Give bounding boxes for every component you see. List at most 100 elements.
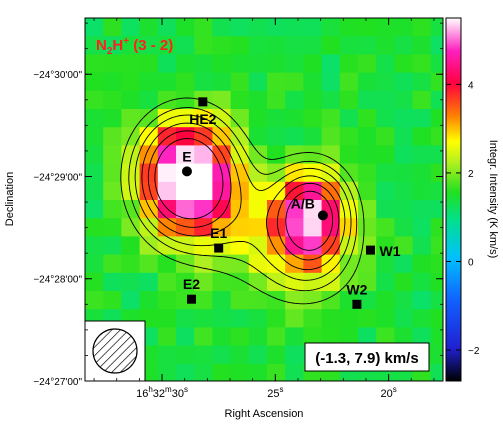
intensity-pixel	[176, 218, 195, 237]
intensity-pixel	[157, 145, 177, 164]
intensity-pixel	[267, 109, 286, 128]
intensity-pixel	[285, 309, 304, 328]
intensity-pixel	[157, 181, 177, 201]
intensity-pixel	[285, 18, 304, 37]
intensity-pixel	[285, 254, 304, 274]
intensity-pixel	[103, 163, 122, 183]
intensity-pixel	[85, 291, 104, 310]
intensity-pixel	[194, 54, 213, 73]
intensity-pixel	[412, 72, 432, 92]
intensity-pixel	[430, 345, 443, 365]
intensity-pixel	[267, 145, 286, 164]
intensity-pixel	[139, 291, 159, 310]
intensity-pixel	[285, 236, 304, 255]
intensity-pixel	[176, 345, 195, 365]
intensity-pixel	[194, 254, 213, 274]
intensity-pixel	[430, 272, 443, 292]
intensity-pixel	[394, 236, 413, 255]
intensity-pixel	[303, 291, 322, 310]
x-tick-label-part: m	[165, 385, 172, 394]
intensity-pixel	[103, 54, 122, 73]
x-axis-label: Right Ascension	[225, 408, 304, 420]
intensity-pixel	[303, 109, 322, 128]
intensity-pixel	[157, 254, 177, 274]
intensity-pixel	[358, 327, 377, 346]
contour-level	[128, 107, 358, 292]
intensity-pixel	[358, 291, 377, 310]
intensity-pixel	[376, 218, 395, 237]
intensity-pixel	[139, 218, 159, 237]
intensity-pixel	[194, 272, 213, 292]
intensity-pixel	[157, 163, 177, 183]
intensity-pixel	[176, 54, 195, 73]
intensity-pixel	[376, 254, 395, 274]
colorbar-tick-label: 0	[468, 257, 474, 268]
intensity-pixel	[121, 218, 140, 237]
intensity-pixel	[194, 309, 213, 328]
intensity-pixel	[248, 236, 268, 255]
intensity-pixel	[194, 345, 213, 365]
intensity-pixel	[321, 18, 341, 37]
source-label-e: E	[182, 148, 191, 164]
intensity-pixel	[412, 236, 432, 255]
intensity-pixel	[321, 236, 341, 255]
intensity-pixel	[394, 109, 413, 128]
intensity-pixel	[121, 36, 140, 55]
intensity-pixel	[412, 54, 432, 73]
contour-level	[154, 138, 334, 251]
intensity-pixel	[121, 254, 140, 274]
intensity-pixel	[321, 145, 341, 164]
intensity-pixel	[85, 236, 104, 255]
intensity-pixel	[212, 291, 231, 310]
intensity-pixel	[358, 200, 377, 219]
intensity-pixel	[285, 291, 304, 310]
intensity-pixel	[85, 145, 104, 164]
intensity-pixel	[248, 291, 268, 310]
intensity-pixel	[412, 36, 432, 55]
intensity-pixel	[212, 72, 231, 92]
intensity-pixel	[394, 272, 413, 292]
intensity-pixel	[85, 36, 104, 55]
intensity-pixel	[212, 327, 231, 346]
intensity-pixel	[139, 90, 159, 110]
intensity-pixel	[85, 54, 104, 73]
intensity-pixel	[303, 200, 322, 219]
intensity-pixel	[358, 254, 377, 274]
intensity-pixel	[139, 36, 159, 55]
intensity-pixel	[230, 181, 250, 201]
intensity-pixel	[376, 291, 395, 310]
intensity-pixel	[339, 36, 359, 55]
intensity-pixel	[412, 291, 432, 310]
intensity-pixel	[303, 327, 322, 346]
intensity-pixel	[394, 254, 413, 274]
intensity-pixel	[139, 127, 159, 146]
intensity-pixel	[358, 272, 377, 292]
intensity-pixel	[103, 127, 122, 146]
source-label-w2: W2	[346, 281, 367, 297]
intensity-pixel	[267, 254, 286, 274]
velocity-label-box	[304, 342, 430, 372]
intensity-pixel	[339, 127, 359, 146]
intensity-pixel	[85, 163, 104, 183]
intensity-pixel	[230, 272, 250, 292]
colorbar-label: Integr. Intensity (K km/s)	[487, 140, 499, 259]
intensity-pixel	[139, 54, 159, 73]
intensity-pixel	[176, 236, 195, 255]
intensity-pixel	[212, 345, 231, 365]
intensity-pixel	[248, 18, 268, 37]
intensity-pixel	[176, 327, 195, 346]
intensity-pixel	[430, 54, 443, 73]
intensity-pixel	[248, 181, 268, 201]
intensity-pixel	[267, 272, 286, 292]
intensity-pixel	[248, 163, 268, 183]
intensity-pixel	[103, 218, 122, 237]
intensity-pixel	[339, 145, 359, 164]
intensity-pixel	[430, 109, 443, 128]
intensity-pixel	[248, 254, 268, 274]
intensity-pixel	[376, 200, 395, 219]
intensity-pixel	[176, 309, 195, 328]
intensity-pixel	[267, 291, 286, 310]
intensity-pixel	[285, 109, 304, 128]
x-tick-label-part: s	[184, 385, 188, 394]
intensity-pixel	[358, 127, 377, 146]
